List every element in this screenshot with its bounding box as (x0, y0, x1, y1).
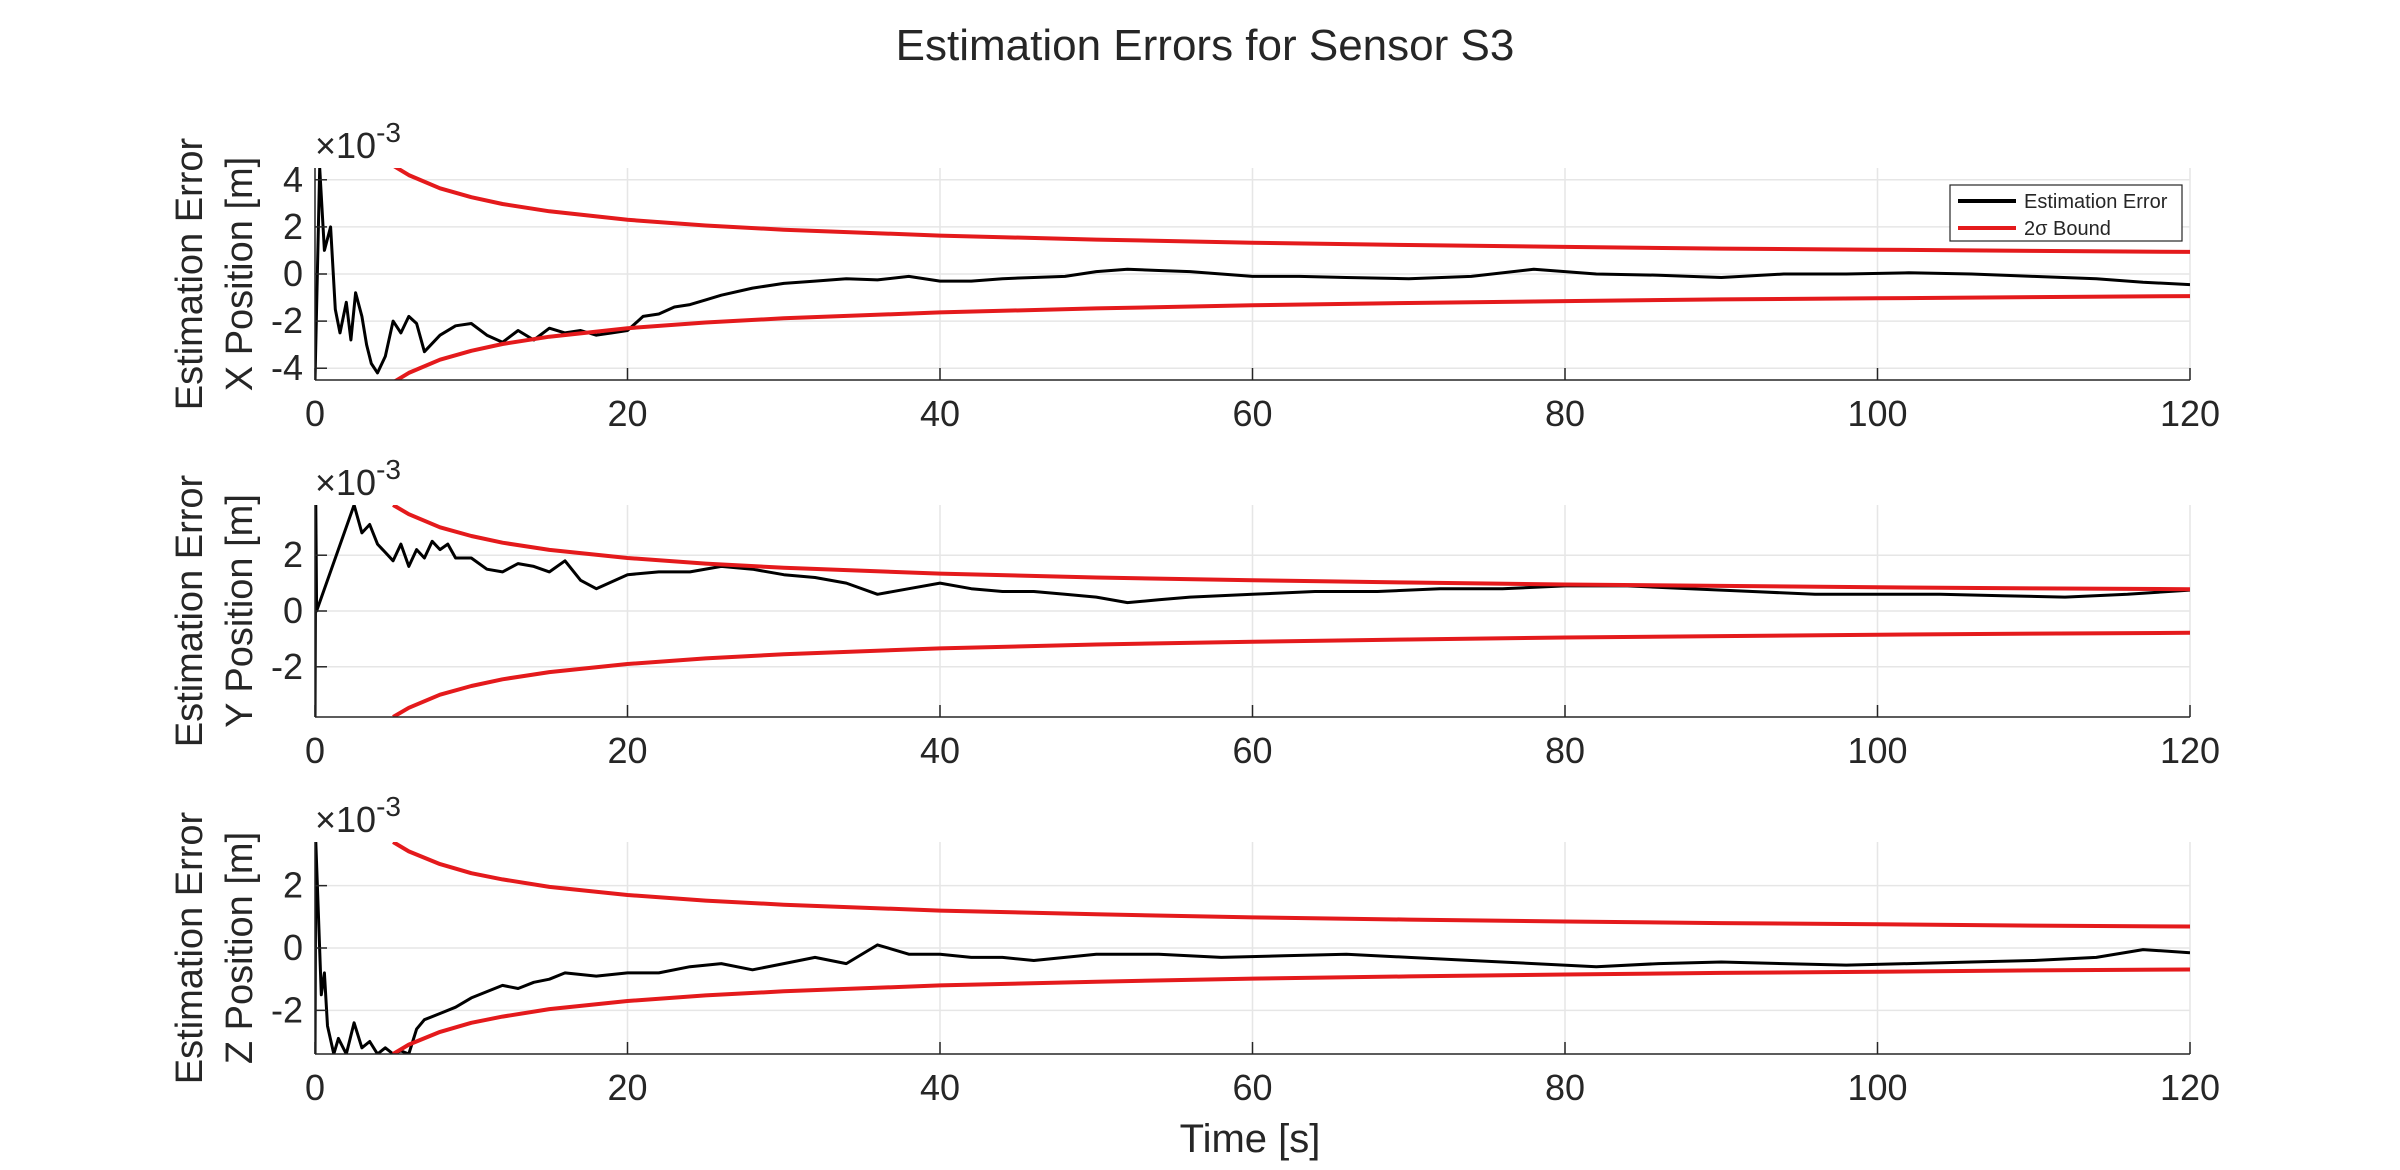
subplot-y: 0 20 40 60 80 100 120 -2 0 2 ×10-3 Estimation Error… (169, 454, 2220, 771)
y-axis-label-line1: Estimation Error (169, 137, 211, 410)
x-tick-label: 20 (607, 393, 647, 434)
exponent-label: ×10-3 (315, 791, 401, 840)
x-tick-label: 20 (607, 1067, 647, 1108)
figure-title: Estimation Errors for Sensor S3 (896, 21, 1515, 70)
x-tick-label: 80 (1545, 730, 1585, 771)
y-tick-label: -2 (271, 989, 303, 1030)
x-tick-label: 100 (1847, 730, 1907, 771)
x-tick-label: 40 (920, 1067, 960, 1108)
series-error (315, 168, 2190, 380)
legend-sigma: 2σ (2024, 218, 2048, 240)
y-axis-label-line1: Estimation Error (169, 811, 211, 1084)
plot-area (315, 168, 2190, 380)
x-tick-label: 60 (1232, 730, 1272, 771)
subplot-x: 0 20 40 60 80 100 120 -4 -2 0 2 4 ×10-3 Estimation Er… (169, 117, 2220, 434)
series-bound-lower (393, 294, 2190, 380)
legend-label: 2σ Bound (2024, 218, 2111, 240)
y-tick-label: 2 (283, 865, 303, 906)
y-tick-label: 0 (283, 253, 303, 294)
y-axis-label-line2: X Position [m] (219, 157, 261, 391)
x-tick-label: 60 (1232, 393, 1272, 434)
x-tick-label: 80 (1545, 1067, 1585, 1108)
x-tick-label: 0 (305, 393, 325, 434)
x-tick-label: 120 (2160, 730, 2220, 771)
y-tick-label: -2 (271, 300, 303, 341)
series-bound-lower (392, 630, 2190, 717)
legend-text: Bound (2047, 218, 2110, 240)
series-error (315, 842, 2190, 1054)
x-axis-label: Time [s] (1180, 1117, 1321, 1161)
x-tick-label: 100 (1847, 1067, 1907, 1108)
x-tick-label: 0 (305, 730, 325, 771)
x-tick-label: 80 (1545, 393, 1585, 434)
plot-area (315, 505, 2190, 717)
y-tick-label: 2 (283, 206, 303, 247)
exponent-power: -3 (376, 117, 401, 148)
x-tick-label: 120 (2160, 393, 2220, 434)
exponent-label: ×10-3 (315, 117, 401, 166)
y-tick-label: 0 (283, 590, 303, 631)
x-tick-label: 60 (1232, 1067, 1272, 1108)
exponent-power: -3 (376, 791, 401, 822)
series-bound-upper (392, 505, 2190, 592)
x-tick-label: 120 (2160, 1067, 2220, 1108)
legend-label: Estimation Error (2024, 191, 2168, 213)
x-tick-label: 0 (305, 1067, 325, 1108)
y-tick-label: 0 (283, 927, 303, 968)
x-tick-label: 100 (1847, 393, 1907, 434)
exponent-base: ×10 (315, 125, 376, 166)
series-bound-lower (392, 967, 2190, 1054)
series-bound-upper (392, 842, 2190, 929)
exponent-base: ×10 (315, 799, 376, 840)
series-bound-upper (393, 168, 2190, 254)
y-tick-label: -2 (271, 646, 303, 687)
y-axis-label-line2: Y Position [m] (219, 494, 261, 728)
y-tick-label: 4 (283, 159, 303, 200)
legend-text: Estimation Error (2024, 191, 2168, 213)
exponent-base: ×10 (315, 462, 376, 503)
x-tick-label: 20 (607, 730, 647, 771)
exponent-power: -3 (376, 454, 401, 485)
legend-box (1949, 184, 2183, 242)
plot-area (315, 842, 2190, 1054)
x-tick-label: 40 (920, 393, 960, 434)
y-axis-label-line2: Z Position [m] (219, 832, 261, 1064)
exponent-label: ×10-3 (315, 454, 401, 503)
y-tick-label: 2 (283, 534, 303, 575)
legend: Estimation Error 2σ Bound (1949, 184, 2183, 242)
y-axis-label-line1: Estimation Error (169, 474, 211, 747)
x-tick-label: 40 (920, 730, 960, 771)
y-tick-label: -4 (271, 347, 303, 388)
